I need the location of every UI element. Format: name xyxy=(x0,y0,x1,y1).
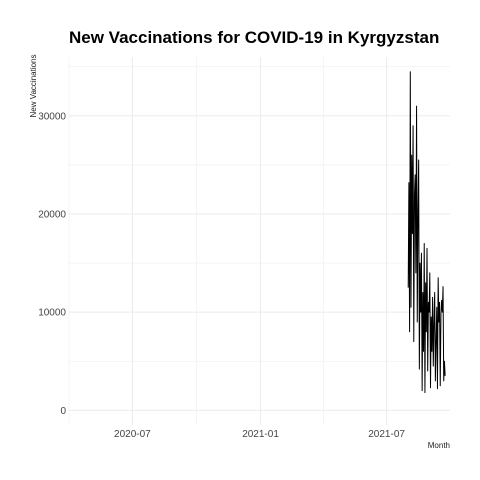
x-tick-label: 2021-01 xyxy=(242,429,279,440)
chart-title: New Vaccinations for COVID-19 in Kyrgyzs… xyxy=(69,28,439,47)
y-tick-label: 0 xyxy=(60,406,66,417)
y-tick-labels: 0 10000 20000 30000 xyxy=(38,111,66,416)
x-tick-label: 2020-07 xyxy=(114,429,151,440)
y-tick-label: 30000 xyxy=(38,111,66,122)
y-tick-label: 20000 xyxy=(38,210,66,221)
series xyxy=(407,71,446,394)
series-line xyxy=(407,71,446,394)
y-axis-label: New Vaccinations xyxy=(29,55,38,118)
x-tick-labels: 2020-07 2021-01 2021-07 xyxy=(114,429,405,440)
y-tick-label: 10000 xyxy=(38,308,66,319)
x-tick-label: 2021-07 xyxy=(368,429,405,440)
grid xyxy=(68,57,450,425)
x-axis-label: Month xyxy=(428,441,450,450)
